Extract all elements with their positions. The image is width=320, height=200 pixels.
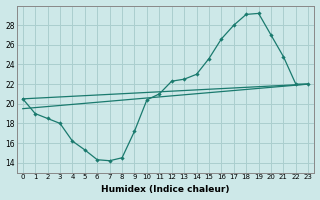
X-axis label: Humidex (Indice chaleur): Humidex (Indice chaleur) [101,185,230,194]
